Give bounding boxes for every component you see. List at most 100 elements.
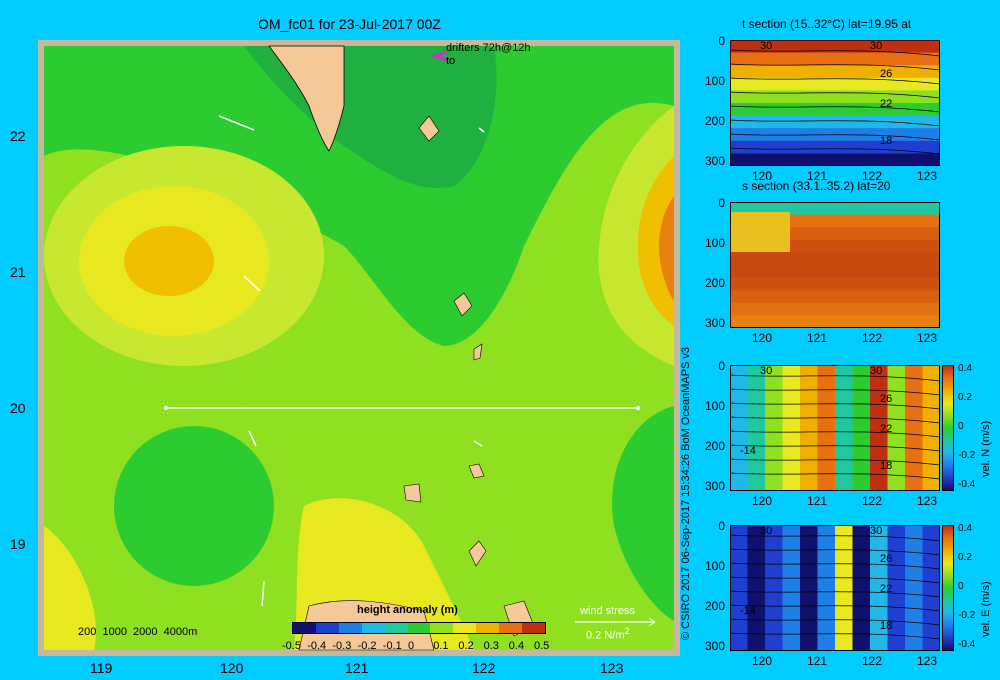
contour-label: 22 xyxy=(880,98,893,110)
contour-label: 30 xyxy=(760,365,773,377)
velocity-tick: -0.4 xyxy=(958,639,976,650)
contour-label: 26 xyxy=(880,68,893,80)
section-band xyxy=(730,40,940,54)
colorbar-tick: -0.1 xyxy=(382,640,402,652)
colorbar-swatch xyxy=(499,623,523,633)
contour-line xyxy=(730,388,940,396)
velocity-label: vel. E (m/s) xyxy=(980,581,992,637)
depth-tick: 100 xyxy=(704,236,725,250)
section-stripe xyxy=(905,365,924,491)
contour-line xyxy=(730,63,940,71)
colorbar-tick: -0.2 xyxy=(357,640,377,652)
section-stripe xyxy=(905,525,924,651)
contour-line xyxy=(730,49,940,57)
colorbar-title: height anomaly (m) xyxy=(357,604,458,616)
section-band xyxy=(730,302,940,317)
contour-line xyxy=(730,444,940,452)
colorbar-swatch xyxy=(407,623,431,633)
lon-tick: 120 xyxy=(752,494,773,508)
lon-tick: 121 xyxy=(807,654,828,668)
section-stripe xyxy=(887,365,906,491)
colorbar-ticks: -0.5 -0.4 -0.3 -0.2 -0.1 0 0.1 0.2 0.3 0.4 0.5 xyxy=(282,640,554,654)
lat-tick: 22 xyxy=(10,128,26,144)
section-frame xyxy=(730,365,940,491)
velocity-tick: -0.4 xyxy=(958,479,976,490)
contour-line xyxy=(730,548,940,556)
section-stripe xyxy=(922,525,940,651)
bathymetry-legend: 200 1000 2000 4000m xyxy=(78,626,198,638)
lon-tick: 123 xyxy=(600,660,624,676)
velocity-tick: 0.4 xyxy=(958,523,972,534)
contour-label: 26 xyxy=(880,393,893,405)
colorbar-tick: 0.4 xyxy=(508,640,525,652)
depth-tick: 300 xyxy=(704,316,725,330)
colorbar-swatch xyxy=(361,623,385,633)
section-stripe xyxy=(747,525,766,651)
contour-line xyxy=(730,618,940,626)
depth-tick: 300 xyxy=(704,639,725,653)
colorbar-tick: 0.3 xyxy=(483,640,499,652)
contour-label: 22 xyxy=(880,583,893,595)
colorbar-swatch xyxy=(315,623,339,633)
lon-tick: 122 xyxy=(472,660,496,676)
velocity-label: vel. N (m/s) xyxy=(980,420,992,477)
velocity-tick: 0.4 xyxy=(958,363,972,374)
contour-line xyxy=(730,472,940,480)
depth-tick: 200 xyxy=(704,439,725,453)
colorbar-tick: 0.1 xyxy=(433,640,449,652)
lon-tick: 122 xyxy=(862,654,883,668)
depth-tick: 0 xyxy=(718,196,725,210)
velocity-tick: 0 xyxy=(958,581,964,592)
depth-tick: 0 xyxy=(718,359,725,373)
depth-tick: 0 xyxy=(718,519,725,533)
colorbar-swatch xyxy=(522,623,545,633)
contour-line xyxy=(730,147,940,155)
lon-tick: 123 xyxy=(917,169,938,183)
depth-tick: 200 xyxy=(704,114,725,128)
contour-label: 30 xyxy=(870,40,883,52)
colorbar-tick: -0.4 xyxy=(307,640,327,652)
contour-line xyxy=(730,430,940,438)
colorbar-swatch xyxy=(293,623,316,633)
height-anomaly-colorbar xyxy=(292,622,546,634)
contour-label: -14 xyxy=(740,605,756,617)
depth-tick: 100 xyxy=(704,399,725,413)
section-plot xyxy=(730,365,940,491)
section-stripe xyxy=(922,365,940,491)
contour-line xyxy=(730,119,940,127)
contour-label: 30 xyxy=(760,40,773,52)
colorbar-swatch xyxy=(384,623,408,633)
wind-stress-unit-text: 0.2 N/m xyxy=(586,629,625,642)
drifters-to-label: to xyxy=(446,55,456,67)
section-band xyxy=(730,77,940,92)
contour-line xyxy=(730,458,940,466)
colorbar-tick: -0.3 xyxy=(332,640,352,652)
colorbar-tick: -0.5 xyxy=(282,640,301,652)
section-band xyxy=(730,265,940,279)
colorbar-swatch xyxy=(430,623,454,633)
section-band xyxy=(730,315,940,328)
contour-label: 30 xyxy=(760,525,773,537)
colorbar-swatch xyxy=(476,623,500,633)
contour-line xyxy=(730,590,940,598)
contour-line xyxy=(730,402,940,410)
contour-line xyxy=(730,133,940,141)
lon-tick: 120 xyxy=(752,331,773,345)
lon-tick: 121 xyxy=(807,494,828,508)
lat-tick: 19 xyxy=(10,536,26,552)
depth-tick: 100 xyxy=(704,74,725,88)
section-frame xyxy=(730,525,940,651)
contour-label: 22 xyxy=(880,423,893,435)
velocity-tick: 0 xyxy=(958,421,964,432)
section-band xyxy=(730,290,940,304)
colorbar-swatch xyxy=(338,623,362,633)
section-stripe xyxy=(747,365,766,491)
lon-tick: 120 xyxy=(220,660,244,676)
section-stripe xyxy=(800,365,819,491)
credit-text: © CSIRO 2017 06-Sep-2017 15:34:26 BoM Oc… xyxy=(680,346,692,640)
lat-tick: 21 xyxy=(10,264,26,280)
velocity-colorbar xyxy=(942,525,954,651)
velocity-tick: -0.2 xyxy=(958,450,976,461)
lon-tick: 120 xyxy=(752,169,773,183)
section-stripe xyxy=(887,525,906,651)
